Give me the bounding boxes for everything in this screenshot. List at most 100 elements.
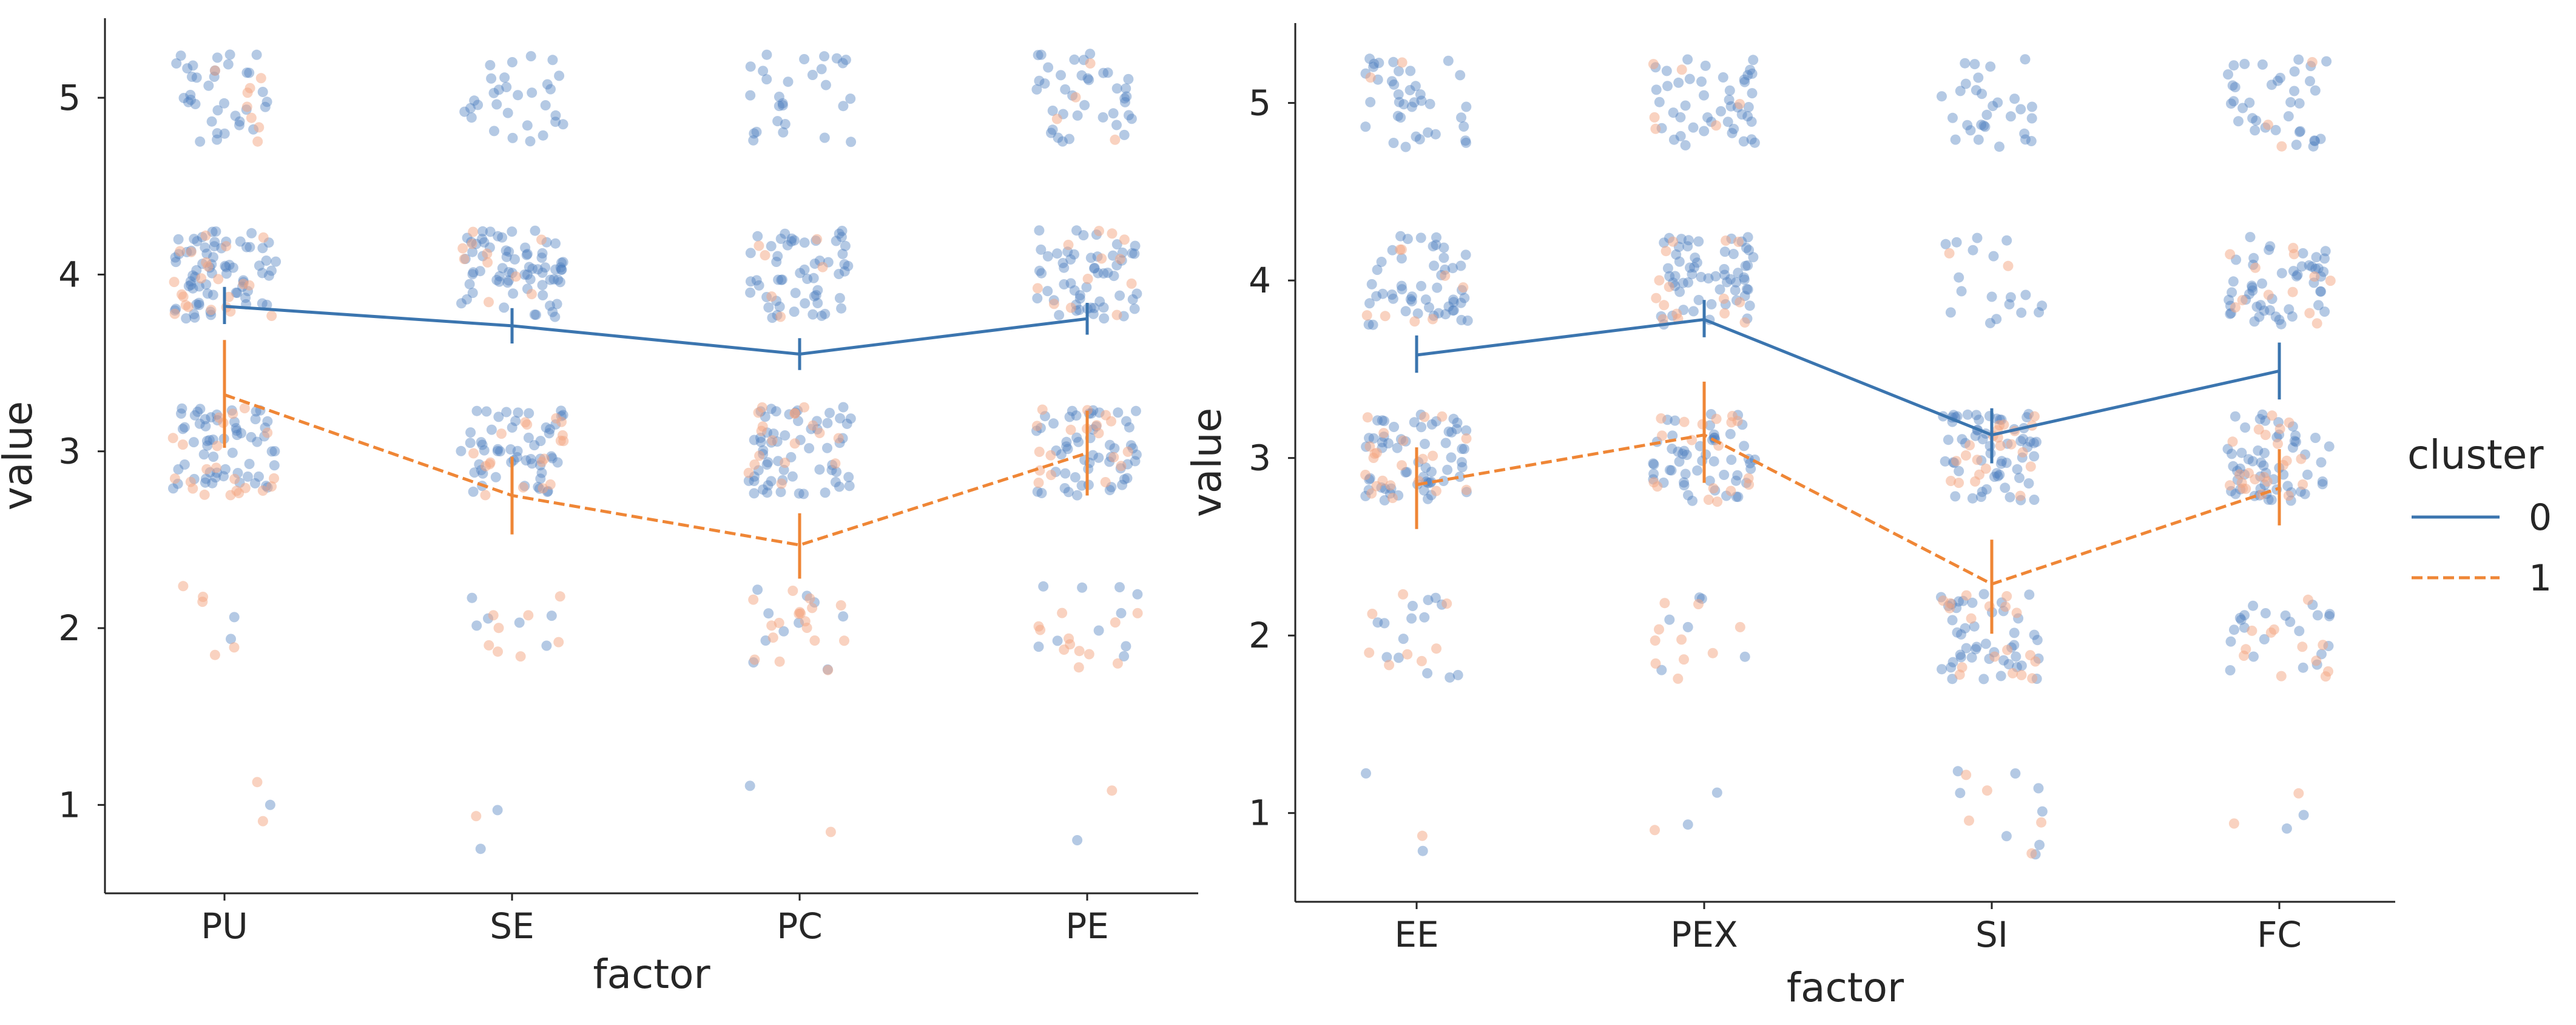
y-tick-label: 4 <box>58 254 81 295</box>
strip-point-cluster-0 <box>187 270 198 281</box>
strip-point-cluster-0 <box>535 473 546 484</box>
strip-point-cluster-0 <box>191 265 202 276</box>
strip-point-cluster-0 <box>2005 292 2016 303</box>
strip-point-cluster-0 <box>202 440 213 451</box>
strip-point-cluster-0 <box>2284 304 2294 315</box>
strip-point-cluster-0 <box>1053 132 1064 143</box>
strip-point-cluster-0 <box>1991 468 2002 479</box>
strip-point-cluster-0 <box>2274 314 2285 325</box>
strip-point-cluster-0 <box>2236 614 2247 625</box>
strip-point-cluster-0 <box>1032 486 1043 497</box>
strip-point-cluster-0 <box>820 487 831 498</box>
mean-marker-cluster-1 <box>223 393 226 396</box>
strip-point-cluster-0 <box>770 406 781 417</box>
strip-point-cluster-0 <box>1668 107 1679 118</box>
strip-point-cluster-0 <box>1396 253 1407 264</box>
strip-point-cluster-0 <box>1412 308 1423 319</box>
strip-point-cluster-0 <box>537 280 548 291</box>
strip-point-cluster-0 <box>200 242 211 253</box>
strip-point-cluster-0 <box>2291 436 2301 447</box>
strip-point-cluster-0 <box>230 110 241 121</box>
strip-point-cluster-1 <box>175 246 186 257</box>
strip-point-cluster-0 <box>220 464 231 475</box>
strip-point-cluster-0 <box>2228 96 2239 107</box>
strip-point-cluster-0 <box>1733 492 1744 502</box>
strip-point-cluster-1 <box>206 305 217 316</box>
strip-point-cluster-0 <box>1679 477 1689 488</box>
strip-point-cluster-0 <box>1072 110 1083 121</box>
strip-point-cluster-1 <box>496 428 507 439</box>
strip-point-cluster-0 <box>191 299 202 310</box>
strip-point-cluster-0 <box>1063 487 1074 498</box>
strip-point-cluster-0 <box>254 471 264 482</box>
strip-point-cluster-0 <box>1668 134 1679 145</box>
strip-point-cluster-0 <box>219 128 230 139</box>
strip-point-cluster-0 <box>1396 280 1407 291</box>
strip-point-cluster-1 <box>1051 113 1062 124</box>
strip-point-cluster-1 <box>1961 770 1972 780</box>
y-tick-label: 2 <box>1249 615 1271 656</box>
strip-point-cluster-0 <box>533 264 543 275</box>
strip-point-cluster-0 <box>1988 101 1998 112</box>
strip-point-cluster-0 <box>505 444 516 455</box>
strip-point-cluster-0 <box>179 422 190 433</box>
legend-label: 1 <box>2529 557 2552 600</box>
strip-point-cluster-0 <box>1995 671 2006 682</box>
strip-point-cluster-0 <box>1363 319 1374 330</box>
strip-point-cluster-0 <box>761 459 772 470</box>
strip-point-cluster-0 <box>808 272 819 283</box>
strip-point-cluster-0 <box>2248 252 2259 263</box>
strip-point-cluster-0 <box>2276 319 2287 330</box>
strip-point-cluster-0 <box>2244 97 2255 108</box>
strip-point-cluster-1 <box>493 646 503 657</box>
strip-point-cluster-0 <box>2254 311 2265 322</box>
strip-point-cluster-0 <box>1985 61 1996 72</box>
strip-point-cluster-0 <box>1047 124 1058 135</box>
strip-point-cluster-0 <box>492 805 503 816</box>
strip-point-cluster-1 <box>795 608 806 619</box>
strip-point-cluster-1 <box>484 297 494 308</box>
strip-point-cluster-0 <box>545 84 556 95</box>
strip-point-cluster-1 <box>817 262 828 272</box>
strip-point-cluster-0 <box>1676 234 1687 245</box>
strip-point-cluster-1 <box>2002 644 2013 655</box>
strip-point-cluster-0 <box>1970 430 1981 441</box>
strip-point-cluster-1 <box>748 594 759 605</box>
strip-point-cluster-0 <box>525 136 536 147</box>
strip-point-cluster-0 <box>2001 235 2012 246</box>
strip-point-cluster-0 <box>2291 271 2302 282</box>
strip-point-cluster-0 <box>1739 74 1750 85</box>
strip-point-cluster-1 <box>1110 134 1121 145</box>
strip-point-cluster-0 <box>1457 457 1467 468</box>
strip-point-cluster-0 <box>541 422 551 433</box>
strip-point-cluster-0 <box>1076 70 1087 81</box>
strip-point-cluster-0 <box>2001 458 2012 469</box>
strip-point-cluster-0 <box>262 416 273 427</box>
strip-point-cluster-0 <box>1732 470 1743 481</box>
strip-point-cluster-0 <box>194 418 205 429</box>
strip-point-cluster-0 <box>538 290 548 300</box>
strip-point-cluster-0 <box>841 418 852 429</box>
strip-point-cluster-0 <box>2031 436 2042 447</box>
strip-point-cluster-1 <box>1416 655 1427 666</box>
strip-point-cluster-1 <box>1981 785 1992 796</box>
strip-point-cluster-1 <box>484 640 494 651</box>
strip-point-cluster-0 <box>1746 134 1757 145</box>
mean-marker-cluster-0 <box>1702 318 1706 321</box>
strip-point-cluster-0 <box>493 231 504 242</box>
strip-point-cluster-0 <box>201 436 212 447</box>
strip-point-cluster-0 <box>840 55 851 66</box>
strip-point-cluster-0 <box>2316 286 2327 297</box>
strip-point-cluster-0 <box>524 262 534 272</box>
strip-point-cluster-0 <box>2249 316 2260 327</box>
strip-point-cluster-0 <box>1749 137 1760 148</box>
strip-point-cluster-0 <box>1119 474 1130 485</box>
strip-point-cluster-0 <box>1682 621 1693 632</box>
strip-point-cluster-0 <box>189 309 200 320</box>
strip-point-cluster-0 <box>1945 307 1956 318</box>
strip-point-cluster-0 <box>1967 493 1978 504</box>
strip-point-cluster-0 <box>257 243 268 254</box>
strip-point-cluster-1 <box>1116 461 1127 472</box>
strip-point-cluster-1 <box>209 649 220 660</box>
strip-point-cluster-0 <box>507 226 518 237</box>
